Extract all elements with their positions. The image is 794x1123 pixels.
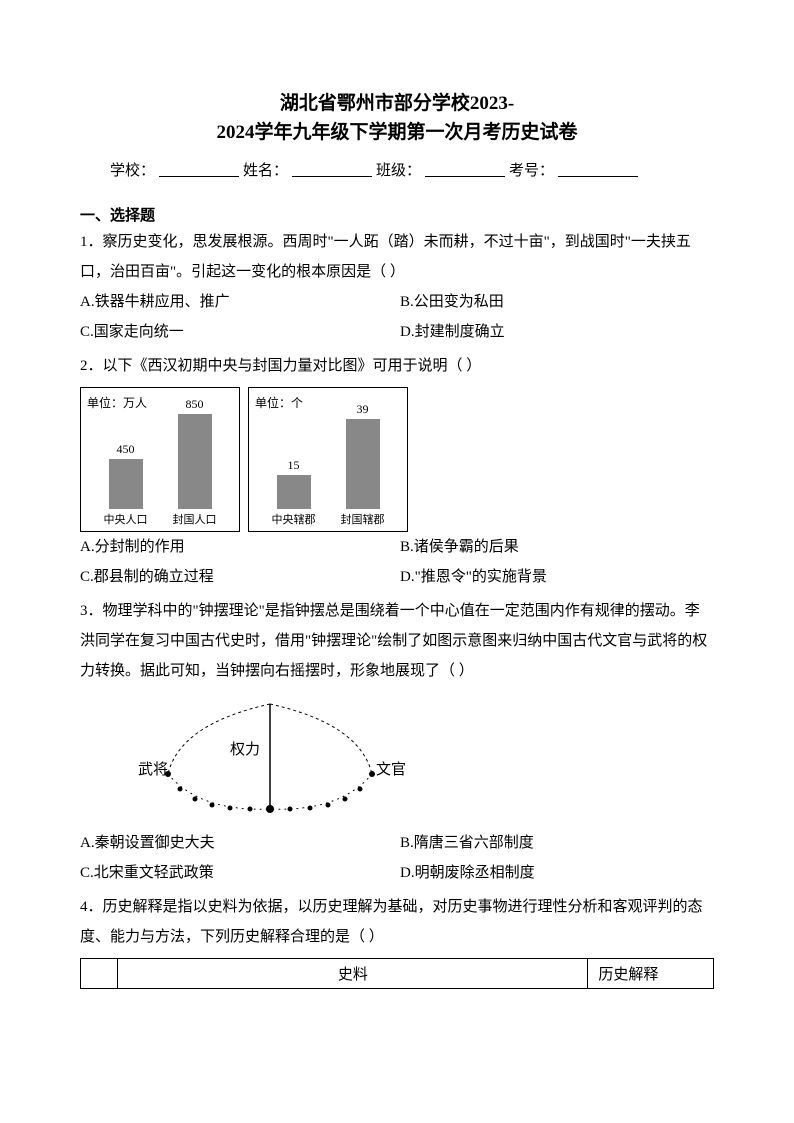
q3-option-d: D.明朝废除丞相制度	[400, 858, 535, 888]
school-blank	[159, 159, 239, 177]
name-blank	[292, 159, 372, 177]
chart2-cat-0: 中央辖郡	[272, 511, 316, 527]
chart2-val-1: 39	[357, 402, 369, 417]
q4-table: 史料 历史解释	[80, 958, 714, 989]
chart-county: 单位：个 15 39 中央辖郡 封国辖郡	[248, 387, 408, 532]
chart2-val-0: 15	[288, 458, 300, 473]
pendulum-right-label: 文官	[376, 761, 406, 778]
class-blank	[425, 159, 505, 177]
pendulum-left-label: 武将	[138, 761, 168, 778]
q4-th-2: 史料	[118, 959, 588, 989]
chart-population: 单位：万人 450 850 中央人口 封国人口	[80, 387, 240, 532]
chart2-bar-0	[277, 475, 311, 509]
q2-option-d: D."推恩令"的实施背景	[400, 562, 547, 592]
examno-blank	[558, 159, 638, 177]
form-line: 学校： 姓名： 班级： 考号：	[80, 159, 714, 180]
q4-th-3: 历史解释	[588, 959, 714, 989]
school-label: 学校：	[110, 159, 155, 180]
q1-option-b: B.公田变为私田	[400, 287, 504, 317]
q1-stem: 1．察历史变化，思发展根源。西周时"一人跖（踏）未而耕，不过十亩"，到战国时"一…	[80, 227, 714, 287]
chart1-cat-1: 封国人口	[173, 511, 217, 527]
q4-th-1	[81, 959, 118, 989]
q3-option-a: A.秦朝设置御史大夫	[80, 828, 400, 858]
q2-stem: 2．以下《西汉初期中央与封国力量对比图》可用于说明（ ）	[80, 351, 714, 381]
section-heading: 一、选择题	[80, 204, 714, 225]
chart2-bar-1	[346, 419, 380, 509]
pendulum-center-label: 权力	[230, 741, 260, 758]
class-label: 班级：	[376, 159, 421, 180]
q1-option-c: C.国家走向统一	[80, 317, 400, 347]
chart1-val-0: 450	[117, 442, 135, 457]
examno-label: 考号：	[509, 159, 554, 180]
q2-option-a: A.分封制的作用	[80, 532, 400, 562]
q3-stem: 3．物理学科中的"钟摆理论"是指钟摆总是围绕着一个中心值在一定范围内作有规律的摆…	[80, 596, 714, 686]
chart1-bar-0	[109, 459, 143, 509]
chart2-cat-1: 封国辖郡	[341, 511, 385, 527]
q4-stem: 4．历史解释是指以史料为依据，以历史理解为基础，对历史事物进行理性分析和客观评判…	[80, 892, 714, 952]
q2-option-b: B.诸侯争霸的后果	[400, 532, 519, 562]
q2-charts: 单位：万人 450 850 中央人口 封国人口 单位：个 15 39	[80, 387, 714, 532]
chart1-val-1: 850	[186, 397, 204, 412]
q3-option-b: B.隋唐三省六部制度	[400, 828, 534, 858]
title-line-2: 2024学年九年级下学期第一次月考历史试卷	[80, 119, 714, 148]
q3-option-c: C.北宋重文轻武政策	[80, 858, 400, 888]
chart1-bar-1	[178, 414, 212, 509]
q2-option-c: C.郡县制的确立过程	[80, 562, 400, 592]
q1-option-d: D.封建制度确立	[400, 317, 505, 347]
title-line-1: 湖北省鄂州市部分学校2023-	[80, 90, 714, 119]
q1-option-a: A.铁器牛耕应用、推广	[80, 287, 400, 317]
chart1-cat-0: 中央人口	[104, 511, 148, 527]
pendulum-diagram: 武将 文官 权力	[120, 694, 420, 824]
name-label: 姓名：	[243, 159, 288, 180]
